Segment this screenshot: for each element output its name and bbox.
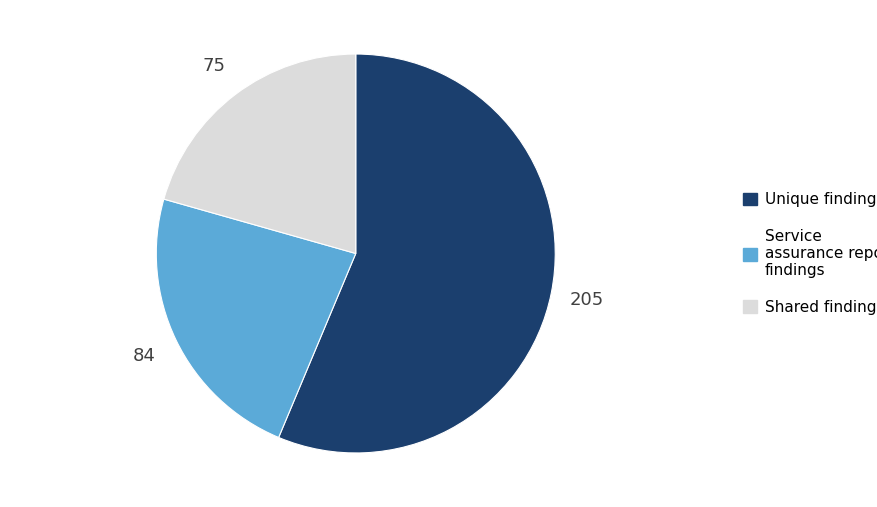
Legend: Unique findings, Service
assurance report
findings, Shared findings: Unique findings, Service assurance repor…: [744, 192, 877, 315]
Wedge shape: [164, 54, 356, 254]
Text: 84: 84: [132, 347, 155, 365]
Wedge shape: [156, 199, 356, 438]
Text: 205: 205: [569, 291, 603, 309]
Wedge shape: [279, 54, 555, 453]
Text: 75: 75: [203, 57, 225, 75]
